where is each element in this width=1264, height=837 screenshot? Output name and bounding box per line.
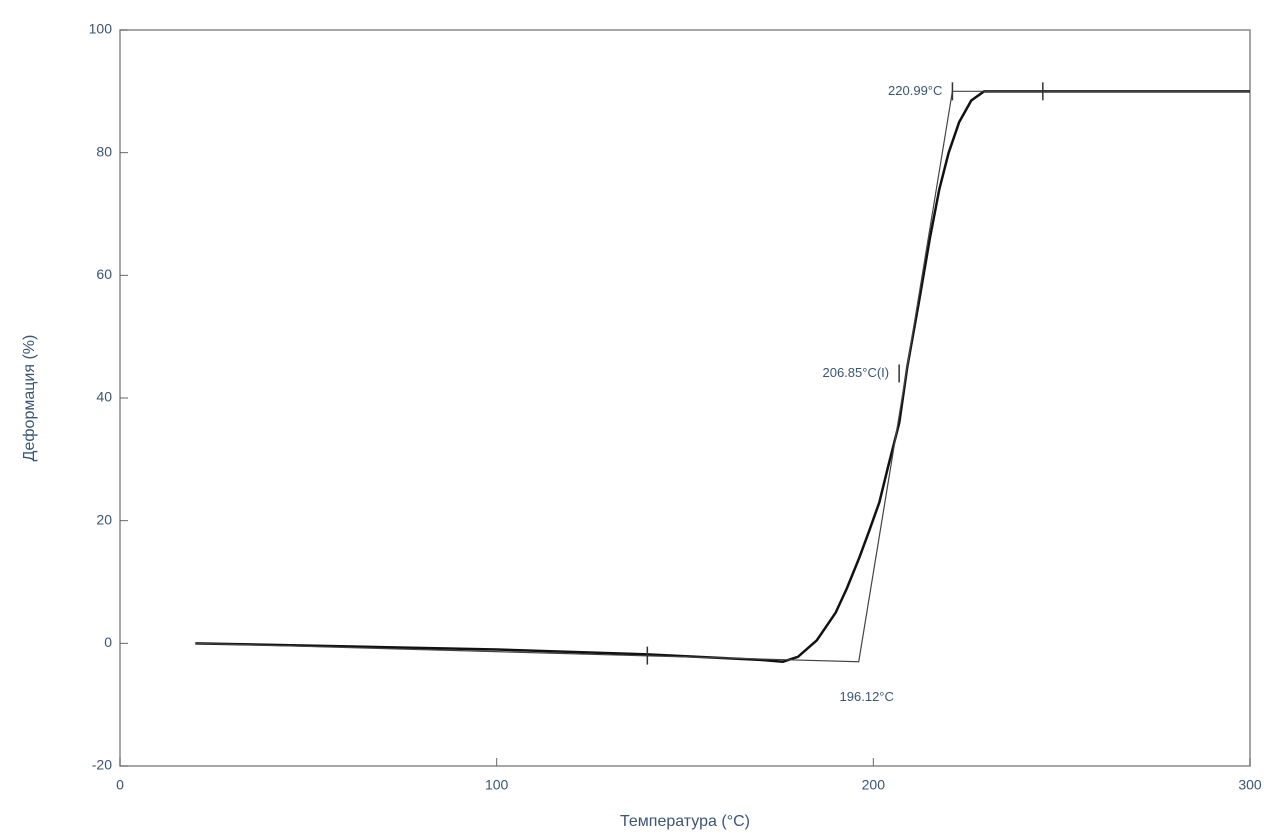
y-tick-label: 80 xyxy=(96,143,112,159)
x-axis-label: Температура (°C) xyxy=(620,813,750,830)
y-tick-label: 40 xyxy=(96,389,112,405)
curve xyxy=(195,90,1250,663)
x-tick-label: 300 xyxy=(1238,777,1262,793)
y-tick-label: 100 xyxy=(89,21,113,37)
y-axis-label: Деформация (%) xyxy=(21,335,38,462)
x-tick-label: 100 xyxy=(485,777,509,793)
y-tick-label: -20 xyxy=(92,757,112,773)
annotation: 220.99°C xyxy=(888,83,942,98)
x-tick-label: 200 xyxy=(862,777,886,793)
y-tick-label: 0 xyxy=(104,634,112,650)
y-tick-label: 20 xyxy=(96,511,112,527)
y-tick-label: 60 xyxy=(96,266,112,282)
annotation: 206.85°C(I) xyxy=(823,365,890,380)
annotation: 196.12°C xyxy=(840,689,894,704)
curve xyxy=(195,90,1250,663)
x-tick-label: 0 xyxy=(116,777,124,793)
